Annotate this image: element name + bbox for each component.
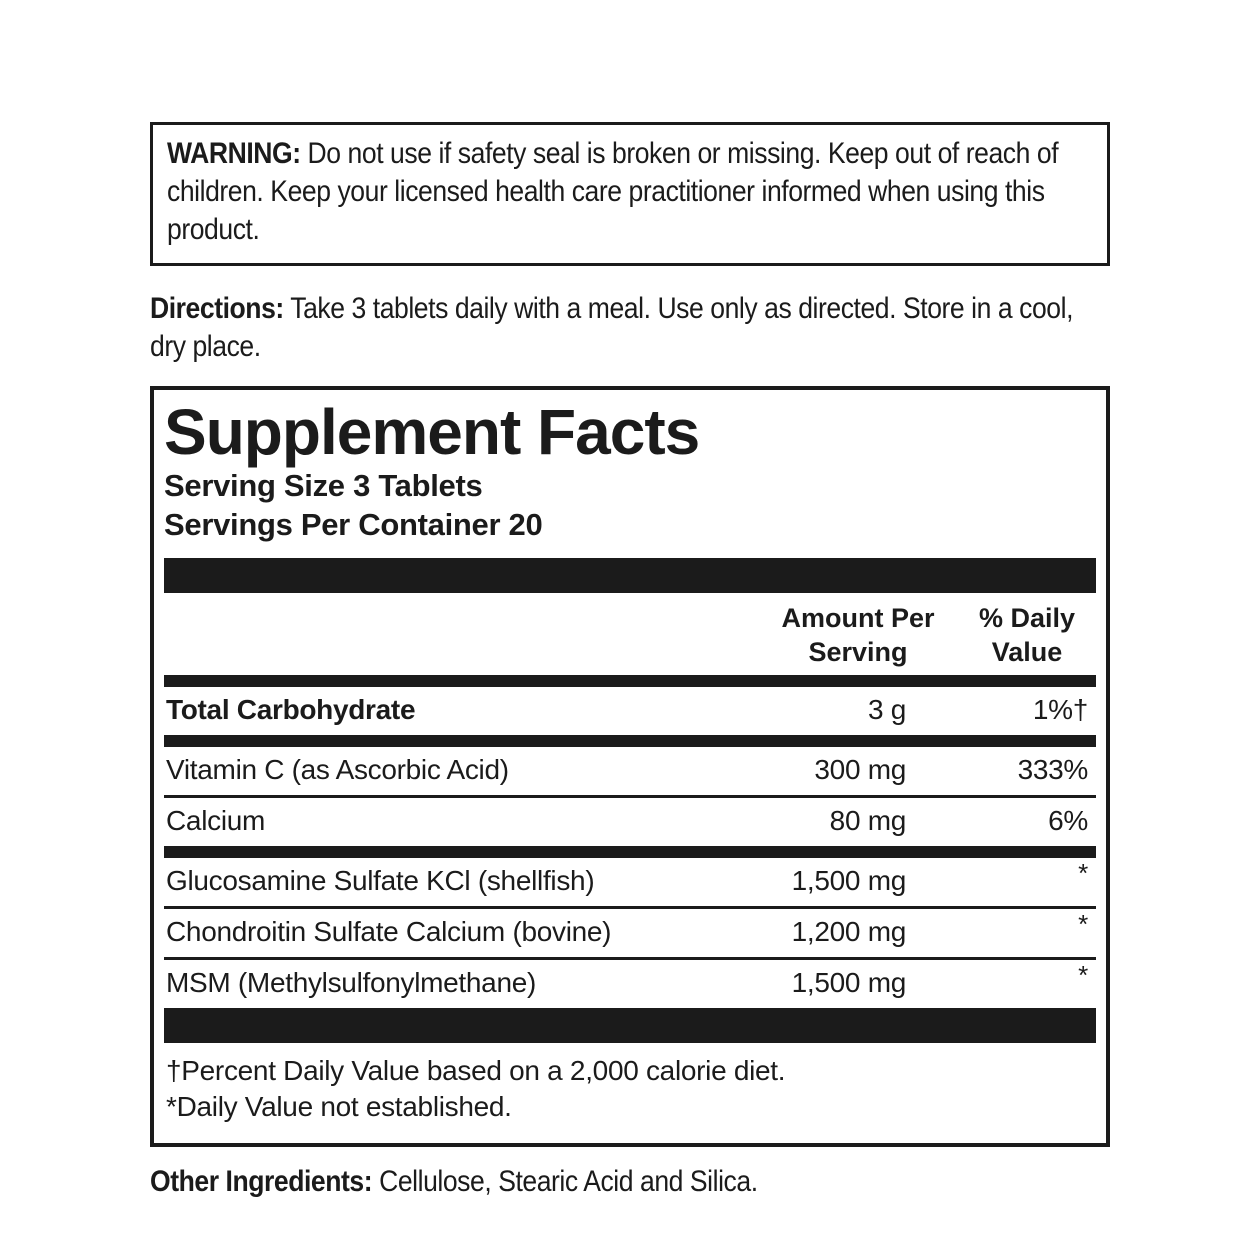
- warning-text: WARNING: Do not use if safety seal is br…: [167, 135, 1094, 249]
- nutrient-daily-value: 6%: [1048, 805, 1088, 836]
- table-row: Vitamin C (as Ascorbic Acid) 300 mg 333%: [164, 747, 1096, 795]
- warning-box: WARNING: Do not use if safety seal is br…: [150, 122, 1110, 266]
- supplement-facts-title: Supplement Facts: [164, 396, 700, 468]
- nutrient-daily-value: *: [1078, 858, 1088, 888]
- nutrient-amount: 80 mg: [829, 805, 907, 836]
- divider-thick-top: [164, 558, 1096, 593]
- table-row: Calcium 80 mg 6%: [164, 798, 1096, 846]
- divider-medium: [164, 846, 1096, 858]
- table-row: Glucosamine Sulfate KCl (shellfish) 1,50…: [164, 858, 1096, 906]
- nutrient-daily-value: *: [1078, 960, 1088, 990]
- footnote-daily-value: †Percent Daily Value based on a 2,000 ca…: [166, 1055, 786, 1086]
- nutrient-amount: 1,500 mg: [791, 865, 907, 896]
- divider-thin: [164, 795, 1096, 798]
- header-amount-per-serving: Amount Per Serving: [781, 603, 935, 667]
- directions-body: Take 3 tablets daily with a meal. Use on…: [150, 292, 1074, 363]
- table-row: Chondroitin Sulfate Calcium (bovine) 1,2…: [164, 909, 1096, 957]
- other-ingredients: Other Ingredients: Cellulose, Stearic Ac…: [150, 1163, 1110, 1201]
- table-row: MSM (Methylsulfonylmethane) 1,500 mg *: [164, 960, 1096, 1008]
- nutrient-amount: 1,500 mg: [791, 967, 907, 998]
- directions-label: Directions:: [150, 292, 284, 325]
- supplement-facts-panel: Supplement Facts Serving Size 3 Tablets …: [150, 386, 1110, 1147]
- table-row: Total Carbohydrate 3 g 1%†: [164, 687, 1096, 735]
- label-content: WARNING: Do not use if safety seal is br…: [150, 0, 1110, 1201]
- other-ingredients-label: Other Ingredients:: [150, 1165, 373, 1198]
- nutrient-amount: 1,200 mg: [791, 916, 907, 947]
- footnotes: †Percent Daily Value based on a 2,000 ca…: [164, 1043, 1096, 1131]
- nutrient-name: Glucosamine Sulfate KCl (shellfish): [166, 865, 595, 896]
- header-spacer: [164, 601, 758, 669]
- nutrient-daily-value: 333%: [1017, 754, 1089, 785]
- divider-thin: [164, 957, 1096, 960]
- other-ingredients-text: Other Ingredients: Cellulose, Stearic Ac…: [150, 1163, 1110, 1201]
- nutrient-name: Total Carbohydrate: [166, 694, 416, 725]
- header-percent-daily-value: % Daily Value: [978, 603, 1076, 667]
- nutrient-name: Chondroitin Sulfate Calcium (bovine): [166, 916, 612, 947]
- nutrient-amount: 3 g: [867, 694, 906, 725]
- nutrient-name: Calcium: [166, 805, 266, 836]
- serving-size: Serving Size 3 Tablets: [164, 468, 483, 503]
- warning-label: WARNING:: [167, 137, 301, 170]
- nutrient-name: Vitamin C (as Ascorbic Acid): [166, 754, 509, 785]
- warning-body: Do not use if safety seal is broken or m…: [167, 137, 1059, 246]
- nutrient-daily-value: 1%†: [1032, 694, 1088, 725]
- divider-below-header: [164, 675, 1096, 687]
- directions: Directions: Take 3 tablets daily with a …: [150, 290, 1110, 366]
- nutrient-daily-value: *: [1078, 909, 1088, 939]
- divider-medium: [164, 735, 1096, 747]
- directions-text: Directions: Take 3 tablets daily with a …: [150, 290, 1110, 366]
- nutrient-name: MSM (Methylsulfonylmethane): [166, 967, 537, 998]
- divider-thick-bottom: [164, 1008, 1096, 1043]
- servings-per-container: Servings Per Container 20: [164, 507, 543, 542]
- table-header-row: Amount Per Serving % Daily Value: [164, 593, 1096, 675]
- other-ingredients-body: Cellulose, Stearic Acid and Silica.: [372, 1165, 758, 1198]
- nutrient-amount: 300 mg: [814, 754, 906, 785]
- footnote-not-established: *Daily Value not established.: [166, 1091, 512, 1122]
- divider-thin: [164, 906, 1096, 909]
